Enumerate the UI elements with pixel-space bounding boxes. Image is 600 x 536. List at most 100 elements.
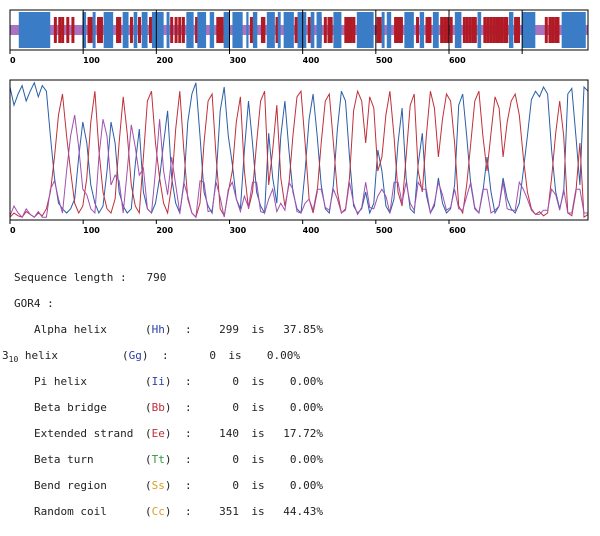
sequence-length-line: Sequence length : 790 xyxy=(14,268,323,294)
strand-mark xyxy=(446,17,450,43)
strand-mark xyxy=(544,17,548,43)
stat-name: 310 helix xyxy=(2,349,59,365)
stat-code: Ee xyxy=(151,427,165,440)
stat-row-bend-region: Bend region (Ss) : 0 is 0.00% xyxy=(14,476,323,502)
stat-code: Ii xyxy=(151,375,165,388)
stat-count: 0 xyxy=(232,401,239,414)
stat-percent: 44.43% xyxy=(283,505,323,518)
helix-segment xyxy=(266,12,275,48)
strand-mark xyxy=(218,17,222,43)
strand-mark xyxy=(58,17,62,43)
strand-mark xyxy=(53,17,57,43)
stat-count: 351 xyxy=(219,505,239,518)
helix-segment xyxy=(92,12,96,48)
stat-name: Pi helix xyxy=(34,375,87,388)
strand-mark xyxy=(462,17,466,43)
strand-mark xyxy=(428,17,432,43)
helix-segment xyxy=(232,12,243,48)
helix-segment xyxy=(381,12,385,48)
strand-mark xyxy=(294,17,298,43)
stat-count: 0 xyxy=(232,375,239,388)
strand-mark xyxy=(425,17,429,43)
strand-mark xyxy=(249,17,253,43)
strand-mark xyxy=(181,17,185,43)
helix-segment xyxy=(404,12,414,48)
x-tick-label: 100 xyxy=(83,56,100,65)
strand-mark xyxy=(195,17,199,43)
stat-name: Bend region xyxy=(34,479,107,492)
strand-mark xyxy=(220,17,224,43)
helix-segment xyxy=(419,12,425,48)
stat-name: Beta turn xyxy=(34,453,94,466)
strand-mark xyxy=(416,17,420,43)
stat-name: Extended strand xyxy=(34,427,134,440)
strand-probability-line xyxy=(9,89,589,219)
stat-name: Beta bridge xyxy=(34,401,107,414)
strand-mark xyxy=(551,17,555,43)
gor4-statistics: Sequence length : 790 GOR4 : Alpha helix… xyxy=(2,268,323,528)
stat-row-alpha-helix: Alpha helix (Hh) : 299 is 37.85% xyxy=(14,320,323,346)
strand-mark xyxy=(516,17,520,43)
secondary-structure-bar-chart: 0 100 200 300 400 500 600 xyxy=(9,9,589,65)
x-tick-label: 600 xyxy=(449,56,466,65)
helix-segment xyxy=(186,12,194,48)
helix-segment xyxy=(561,12,586,48)
strand-mark xyxy=(399,17,403,43)
helix-segment xyxy=(522,12,536,48)
helix-segment xyxy=(151,12,164,48)
stat-code: Gg xyxy=(128,349,142,362)
strand-mark xyxy=(99,17,103,43)
helix-segment xyxy=(477,12,482,48)
strand-mark xyxy=(178,17,182,43)
stat-percent: 0.00% xyxy=(289,479,323,492)
strand-mark xyxy=(138,17,142,43)
helix-segment xyxy=(277,12,281,48)
x-tick-label: 400 xyxy=(303,56,320,65)
helix-segment xyxy=(333,12,342,48)
stat-code: Tt xyxy=(151,453,165,466)
strand-mark xyxy=(465,17,469,43)
stat-percent: 0.00% xyxy=(289,401,323,414)
strand-mark xyxy=(118,17,122,43)
secondary-structure-probability-chart: 0 100 200 300 400 500 600 xyxy=(9,79,589,235)
stat-row-random-coil: Random coil (Cc) : 351 is 44.43% xyxy=(14,502,323,528)
stat-count: 0 xyxy=(232,453,239,466)
x-tick-label: 500 xyxy=(376,56,393,65)
strand-mark xyxy=(97,17,101,43)
helix-segment xyxy=(223,12,230,48)
helix-segment xyxy=(246,12,249,48)
strand-mark xyxy=(344,17,348,43)
structure-charts: 0 100 200 300 400 500 600 0 100 200 300 400 500 600 xyxy=(9,9,589,235)
helix-segment xyxy=(122,12,129,48)
strand-mark xyxy=(486,17,490,43)
strand-mark xyxy=(87,17,91,43)
helix-segment xyxy=(103,12,114,48)
stat-row-extended-strand: Extended strand (Ee) : 140 is 17.72% xyxy=(14,424,323,450)
strand-mark xyxy=(500,17,504,43)
line-chart-background xyxy=(10,80,588,220)
x-tick-label: 200 xyxy=(156,56,173,65)
stat-is: is xyxy=(251,505,265,518)
stat-is: is xyxy=(251,453,265,466)
strand-mark xyxy=(440,17,444,43)
stat-count: 299 xyxy=(219,323,239,336)
strand-mark xyxy=(376,17,380,43)
stat-count: 140 xyxy=(219,427,239,440)
stat-code: Hh xyxy=(151,323,165,336)
strand-mark xyxy=(394,17,398,43)
helix-segment xyxy=(316,12,322,48)
stat-count: 0 xyxy=(232,479,239,492)
x-tick-label: 0 xyxy=(10,226,16,235)
stat-name: Random coil xyxy=(34,505,107,518)
stat-percent: 0.00% xyxy=(289,453,323,466)
sequence-length-value: 790 xyxy=(146,271,167,284)
helix-segment xyxy=(386,12,392,48)
line-chart-frame xyxy=(9,79,589,221)
helix-segment xyxy=(310,12,315,48)
strand-mark xyxy=(275,17,279,43)
strand-mark xyxy=(443,17,447,43)
stat-code: Bb xyxy=(151,401,165,414)
stat-count: 0 xyxy=(209,349,216,362)
strand-mark xyxy=(497,17,501,43)
strand-mark xyxy=(216,17,220,43)
